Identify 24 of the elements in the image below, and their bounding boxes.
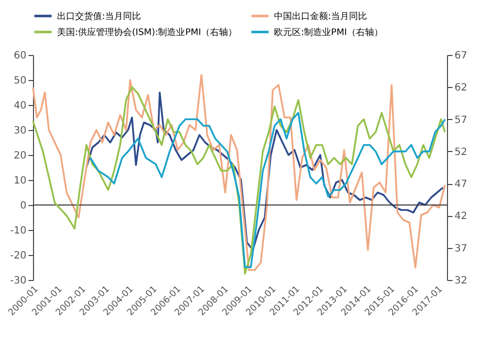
y-tick-label: -10 [10, 226, 26, 236]
y-tick-label: 30 [14, 126, 26, 136]
y2-tick-label: 37 [454, 243, 468, 254]
y2-tick-label: 52 [454, 146, 468, 158]
y2-tick-label: 32 [454, 276, 468, 286]
y-tick-label: 20 [14, 150, 26, 162]
legend-label: 欧元区:制造业PMI（右轴） [274, 27, 383, 38]
y-tick-label: 60 [14, 50, 26, 62]
y-tick-label: 40 [14, 100, 26, 112]
y2-tick-label: 57 [454, 114, 468, 126]
y-tick-label: -20 [10, 250, 26, 262]
line-series [90, 112, 446, 268]
legend-label: 中国出口金额:当月同比 [274, 11, 368, 22]
y2-tick-label: 67 [454, 50, 468, 62]
y-tick-label: 50 [14, 76, 26, 86]
legend-label: 美国:供应管理协会(ISM):制造业PMI（右轴） [57, 27, 238, 38]
legend-label: 出口交货值:当月同比 [57, 11, 142, 22]
y2-tick-label: 62 [454, 82, 468, 94]
y-tick-label: 0 [20, 200, 26, 212]
line-series [86, 92, 444, 251]
y-tick-label: 10 [14, 176, 26, 186]
y2-tick-label: 47 [454, 179, 468, 190]
y2-tick-label: 42 [454, 211, 468, 222]
y-tick-label: -30 [10, 276, 26, 286]
